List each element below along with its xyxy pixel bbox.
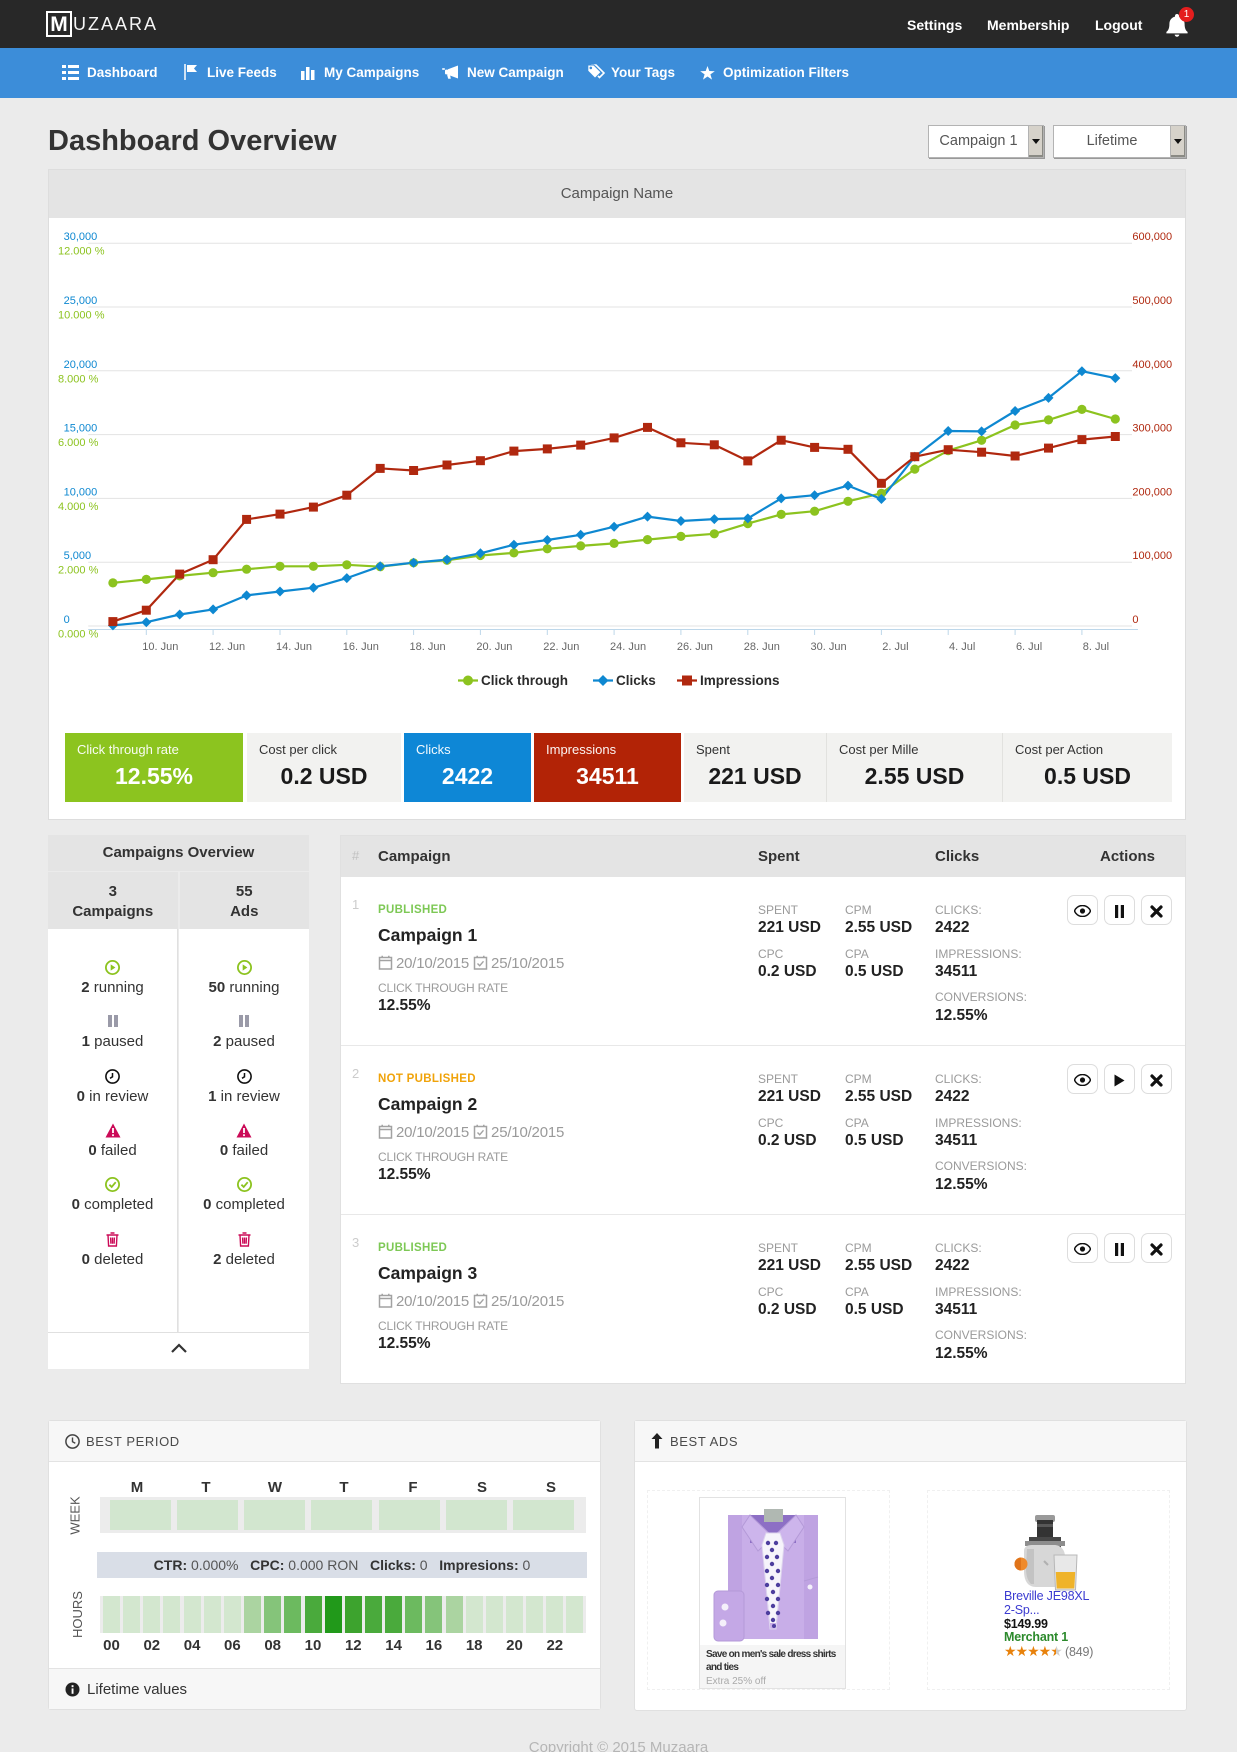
svg-text:300,000: 300,000 [1132,423,1172,435]
svg-text:10,000: 10,000 [64,486,98,498]
svg-text:8.000 %: 8.000 % [58,373,99,385]
svg-text:28. Jun: 28. Jun [744,641,780,653]
svg-text:14. Jun: 14. Jun [276,641,312,653]
svg-text:600,000: 600,000 [1132,231,1172,243]
svg-text:0.000 %: 0.000 % [58,629,99,641]
svg-text:6.000 %: 6.000 % [58,437,99,449]
svg-text:26. Jun: 26. Jun [677,641,713,653]
svg-text:15,000: 15,000 [64,423,98,435]
svg-text:16. Jun: 16. Jun [343,641,379,653]
svg-text:30,000: 30,000 [64,231,98,243]
svg-text:10. Jun: 10. Jun [142,641,178,653]
svg-text:400,000: 400,000 [1132,359,1172,371]
svg-text:18. Jun: 18. Jun [410,641,446,653]
svg-text:24. Jun: 24. Jun [610,641,646,653]
svg-text:500,000: 500,000 [1132,295,1172,307]
svg-text:0: 0 [1132,614,1138,626]
svg-text:30. Jun: 30. Jun [811,641,847,653]
svg-text:Clicks: Clicks [616,673,656,688]
svg-text:2.000 %: 2.000 % [58,565,99,577]
svg-text:2. Jul: 2. Jul [882,641,908,653]
svg-text:200,000: 200,000 [1132,486,1172,498]
svg-text:8. Jul: 8. Jul [1083,641,1109,653]
svg-text:5,000: 5,000 [64,550,92,562]
svg-text:Click through: Click through [481,673,568,688]
svg-text:20. Jun: 20. Jun [476,641,512,653]
svg-text:100,000: 100,000 [1132,550,1172,562]
svg-text:0: 0 [64,614,70,626]
svg-text:4. Jul: 4. Jul [949,641,975,653]
svg-text:Impressions: Impressions [700,673,780,688]
svg-text:12. Jun: 12. Jun [209,641,245,653]
svg-text:22. Jun: 22. Jun [543,641,579,653]
svg-text:12.000 %: 12.000 % [58,246,105,258]
svg-text:25,000: 25,000 [64,295,98,307]
svg-text:6. Jul: 6. Jul [1016,641,1042,653]
svg-text:20,000: 20,000 [64,359,98,371]
svg-text:4.000 %: 4.000 % [58,501,99,513]
svg-text:10.000 %: 10.000 % [58,310,105,322]
